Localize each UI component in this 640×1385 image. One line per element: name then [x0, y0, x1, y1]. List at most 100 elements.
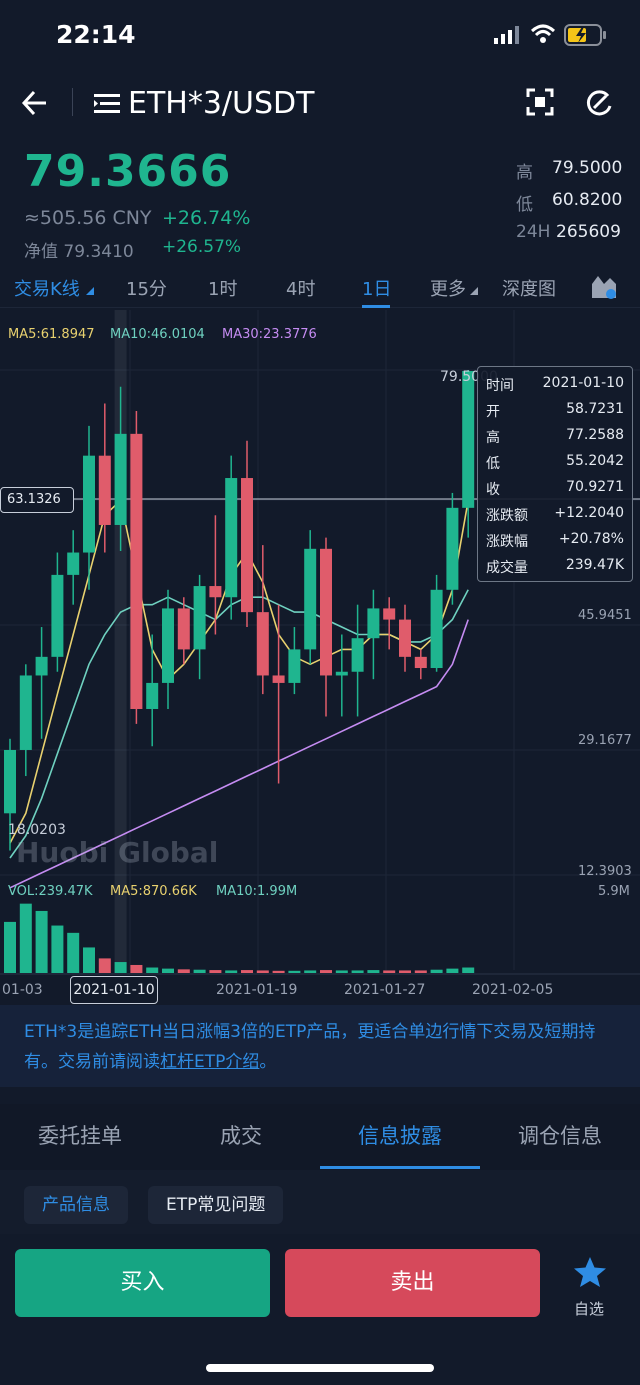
candle-body [399, 619, 411, 657]
refresh-icon[interactable] [584, 88, 614, 118]
candle [367, 589, 380, 680]
x-label-3: 2021-01-27 [344, 982, 426, 998]
candle-body [4, 749, 16, 814]
volume-bar [146, 967, 159, 973]
buy-button[interactable]: 买入 [15, 1249, 270, 1317]
tab-1d[interactable]: 1日 [362, 279, 392, 300]
candle-body [414, 656, 427, 669]
x-label-4: 2021-02-05 [472, 982, 554, 998]
etp-intro-link[interactable]: 杠杆ETP介绍 [160, 1052, 260, 1072]
candle-body [446, 507, 459, 590]
volume-bar [367, 970, 380, 973]
tab-15m[interactable]: 15分 [126, 279, 167, 300]
volume-bar [383, 970, 396, 973]
ma5-line [9, 498, 469, 844]
caret-down-icon [470, 287, 478, 295]
volume-bar [430, 969, 443, 973]
candle [193, 574, 206, 680]
y-label-3: 29.1677 [578, 733, 632, 748]
star-icon[interactable] [573, 1256, 607, 1288]
candle-body [256, 612, 269, 676]
volume-bar [19, 903, 32, 973]
low-label: 低 [516, 195, 533, 215]
volume-bar [83, 947, 95, 973]
candle-body [335, 671, 348, 676]
candle-body [51, 574, 64, 657]
tab-info[interactable]: 信息披露 [358, 1124, 442, 1148]
subtab-etp-faq[interactable]: ETP常见问题 [148, 1186, 284, 1224]
subtab-product-info[interactable]: 产品信息 [24, 1186, 128, 1224]
candle [177, 597, 190, 665]
etp-info-banner: ETH*3是追踪ETH当日涨幅3倍的ETP产品，更适合单边行情下交易及短期持有。… [0, 1005, 640, 1087]
ma30-line [9, 619, 469, 889]
tab-trades[interactable]: 成交 [220, 1124, 262, 1148]
candle-body [193, 586, 206, 650]
tab-more[interactable]: 更多 [430, 279, 466, 300]
tab-depth[interactable]: 深度图 [502, 279, 556, 300]
volume-bar [304, 970, 317, 973]
candle-body [114, 433, 127, 525]
sell-button[interactable]: 卖出 [285, 1249, 540, 1317]
vol-max-label: 5.9M [598, 884, 630, 899]
tab-1h[interactable]: 1时 [208, 279, 238, 300]
volume-value: 265609 [556, 222, 621, 242]
candle-body [19, 675, 32, 750]
fullscreen-icon[interactable] [526, 88, 554, 116]
volume-label: 24H [516, 222, 551, 242]
volume-bar [272, 970, 285, 973]
candle-body [272, 675, 285, 683]
candle-body [67, 552, 80, 575]
crosshair-price: 63.1326 [0, 487, 74, 513]
candle [383, 597, 396, 650]
volume-bar [130, 964, 143, 973]
candle-body [83, 455, 95, 553]
menu-icon[interactable] [94, 92, 120, 116]
change-percent: +26.74% [162, 207, 251, 229]
tab-rebalance[interactable]: 调仓信息 [518, 1124, 602, 1148]
tooltip-volume: 成交量 239.47K [486, 557, 624, 576]
min-price-label: 18.0203 [8, 822, 66, 838]
volume-bar [335, 970, 348, 973]
tooltip-time: 时间 2021-01-10 [486, 375, 624, 394]
volume-bar [67, 932, 80, 973]
candle [462, 370, 475, 538]
candle [320, 537, 332, 717]
volume-bar [4, 921, 16, 973]
candle [272, 604, 285, 784]
volume-bar [177, 969, 190, 973]
candle [162, 589, 174, 709]
header-divider [72, 88, 73, 116]
back-arrow-icon[interactable] [20, 88, 50, 118]
candle-body [225, 478, 238, 598]
detail-tabs [0, 1104, 640, 1170]
tab-kline[interactable]: 交易K线 [14, 279, 80, 300]
battery-icon [564, 24, 606, 46]
volume-bar [446, 968, 459, 973]
volume-bar [414, 970, 427, 973]
tab-4h[interactable]: 4时 [286, 279, 316, 300]
candle [114, 386, 127, 552]
candle-body [177, 608, 190, 650]
timeframe-tabs [0, 268, 640, 308]
candle [446, 492, 459, 605]
vol-ma10-label: MA10:1.99M [216, 884, 298, 899]
candle-body [351, 638, 364, 672]
x-label-2: 2021-01-19 [216, 982, 298, 998]
ma30-label: MA30:23.3776 [222, 327, 317, 342]
chart-settings-icon[interactable] [590, 274, 618, 300]
volume-bar [462, 967, 475, 973]
signal-icon [494, 26, 519, 44]
candle-body [288, 649, 301, 683]
candle-body [209, 586, 222, 598]
volume-bar [35, 910, 48, 973]
candle [335, 634, 348, 717]
tab-orders[interactable]: 委托挂单 [38, 1124, 122, 1148]
tooltip-change-pct: 涨跌幅 +20.78% [486, 531, 624, 550]
volume-bar [256, 970, 269, 973]
high-value: 79.5000 [552, 158, 623, 178]
volume-bar [114, 962, 127, 973]
pair-title: ETH*3/USDT [128, 86, 315, 121]
favorite-label[interactable]: 自选 [574, 1300, 605, 1318]
nav-change: +26.57% [162, 237, 242, 257]
watermark: Huobi Global [16, 836, 219, 869]
